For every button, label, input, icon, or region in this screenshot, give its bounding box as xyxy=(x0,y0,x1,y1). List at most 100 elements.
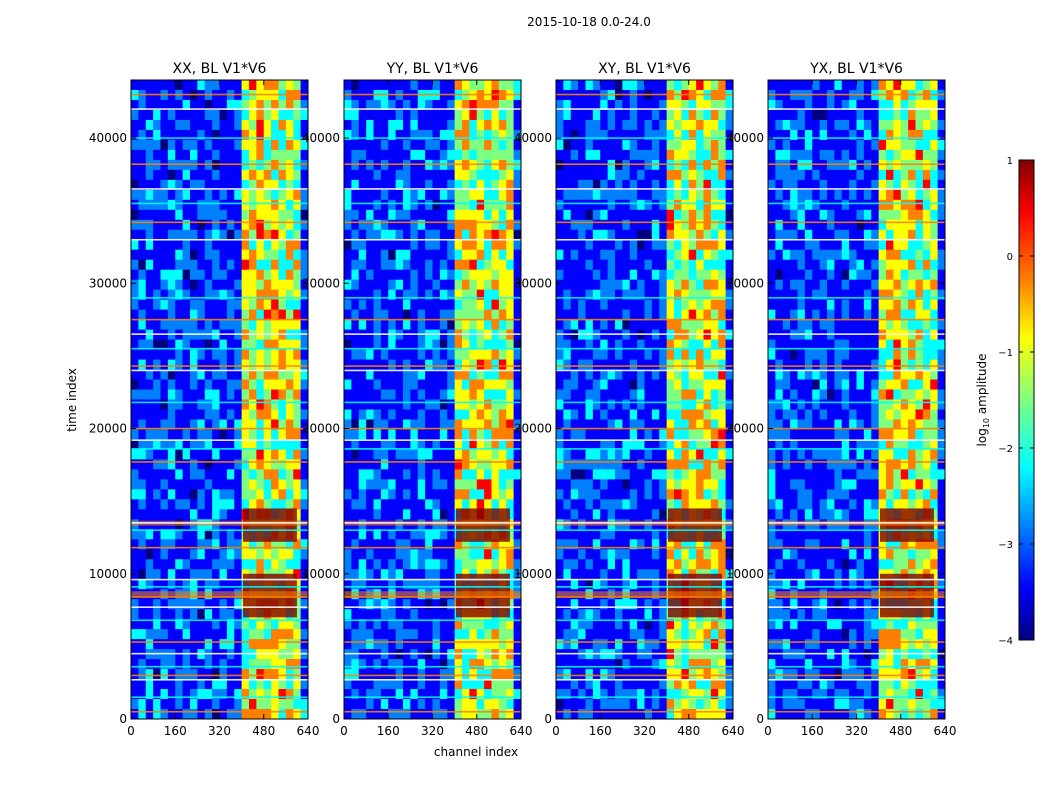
heatmap-cell xyxy=(506,219,514,231)
flagged-row xyxy=(556,665,733,668)
heatmap-cell xyxy=(607,469,616,480)
heatmap-cell xyxy=(358,619,367,630)
heatmap-cell xyxy=(344,489,352,500)
heatmap-cell xyxy=(366,569,374,580)
heatmap-cell xyxy=(462,269,470,280)
heatmap-cell xyxy=(138,709,147,720)
heatmap-cell xyxy=(234,709,242,720)
heatmap-cell xyxy=(204,679,213,690)
flagged-row xyxy=(344,297,521,299)
heatmap-cell xyxy=(725,209,734,221)
heatmap-cell xyxy=(454,209,463,221)
heatmap-cell xyxy=(204,659,213,670)
heatmap-cell xyxy=(278,639,287,650)
heatmap-cell xyxy=(710,429,719,440)
heatmap-cell xyxy=(190,299,198,310)
heatmap-cell xyxy=(703,419,712,430)
heatmap-cell xyxy=(167,379,176,390)
heatmap-cell xyxy=(681,179,690,191)
heatmap-cell xyxy=(351,489,360,500)
heatmap-cell xyxy=(513,179,522,191)
heatmap-cell xyxy=(300,339,309,350)
heatmap-cell xyxy=(506,379,514,390)
heatmap-cell xyxy=(219,459,228,470)
heatmap-cell xyxy=(469,219,478,231)
heatmap-cell xyxy=(145,609,154,620)
heatmap-cell xyxy=(725,569,734,580)
heatmap-cell xyxy=(219,209,228,221)
heatmap-cell xyxy=(175,599,183,610)
heatmap-cell xyxy=(696,499,704,510)
heatmap-cell xyxy=(812,129,820,141)
heatmap-cell xyxy=(403,299,411,310)
heatmap-cell xyxy=(513,109,522,121)
heatmap-cell xyxy=(570,599,579,610)
heatmap-cell xyxy=(145,359,154,370)
heatmap-cell xyxy=(175,579,183,590)
heatmap-cell xyxy=(380,129,389,141)
heatmap-cell xyxy=(358,659,367,670)
heatmap-cell xyxy=(681,119,690,131)
heatmap-cell xyxy=(849,129,857,141)
heatmap-cell xyxy=(439,639,448,650)
heatmap-cell xyxy=(556,579,564,590)
heatmap-cell xyxy=(578,569,586,580)
heatmap-cell xyxy=(439,689,448,700)
heatmap-cell xyxy=(570,609,579,620)
heatmap-cell xyxy=(570,429,579,440)
heatmap-cell xyxy=(417,599,426,610)
heatmap-cell xyxy=(182,629,191,640)
heatmap-cell xyxy=(696,629,704,640)
heatmap-cell xyxy=(725,509,734,520)
heatmap-cell xyxy=(607,619,616,630)
heatmap-cell xyxy=(696,259,704,270)
heatmap-cell xyxy=(300,619,309,630)
heatmap-cell xyxy=(629,449,638,460)
heatmap-cell xyxy=(703,259,712,270)
heatmap-cell xyxy=(578,479,586,490)
heatmap-cell xyxy=(138,249,147,261)
heatmap-cell xyxy=(344,339,352,350)
heatmap-cell xyxy=(366,389,374,400)
flagged-row xyxy=(344,401,521,404)
heatmap-cell xyxy=(484,239,492,251)
heatmap-cell xyxy=(167,309,176,320)
heatmap-cell xyxy=(703,699,712,710)
heatmap-cell xyxy=(592,99,601,111)
heatmap-cell xyxy=(797,119,806,131)
heatmap-cell xyxy=(615,309,623,320)
heatmap-cell xyxy=(725,409,734,420)
heatmap-cell xyxy=(506,289,514,300)
heatmap-cell xyxy=(688,559,697,570)
heatmap-cell xyxy=(637,169,645,181)
heatmap-cell xyxy=(373,99,382,111)
heatmap-cell xyxy=(138,259,147,270)
heatmap-cell xyxy=(241,449,250,460)
heatmap-cell xyxy=(578,489,586,500)
heatmap-cell xyxy=(513,619,522,630)
heatmap-cell xyxy=(725,549,734,560)
heatmap-cell xyxy=(615,539,623,550)
heatmap-cell xyxy=(425,459,433,470)
heatmap-cell xyxy=(476,469,485,480)
heatmap-cell xyxy=(190,239,198,251)
heatmap-cell xyxy=(263,369,272,380)
heatmap-cell xyxy=(703,189,712,201)
heatmap-cell xyxy=(366,439,374,450)
heatmap-cell xyxy=(439,269,448,280)
heatmap-cell xyxy=(425,129,433,141)
heatmap-cell xyxy=(447,569,455,580)
heatmap-cell xyxy=(351,669,360,680)
heatmap-cell xyxy=(241,169,250,181)
heatmap-cell xyxy=(681,679,690,690)
heatmap-cell xyxy=(197,229,206,241)
heatmap-cell xyxy=(615,429,623,440)
heatmap-cell xyxy=(622,319,631,330)
heatmap-cell xyxy=(358,239,367,251)
heatmap-cell xyxy=(681,199,690,211)
heatmap-cell xyxy=(425,439,433,450)
heatmap-cell xyxy=(563,349,572,360)
heatmap-cell xyxy=(249,99,257,111)
heatmap-cell xyxy=(197,659,206,670)
heatmap-cell xyxy=(380,379,389,390)
